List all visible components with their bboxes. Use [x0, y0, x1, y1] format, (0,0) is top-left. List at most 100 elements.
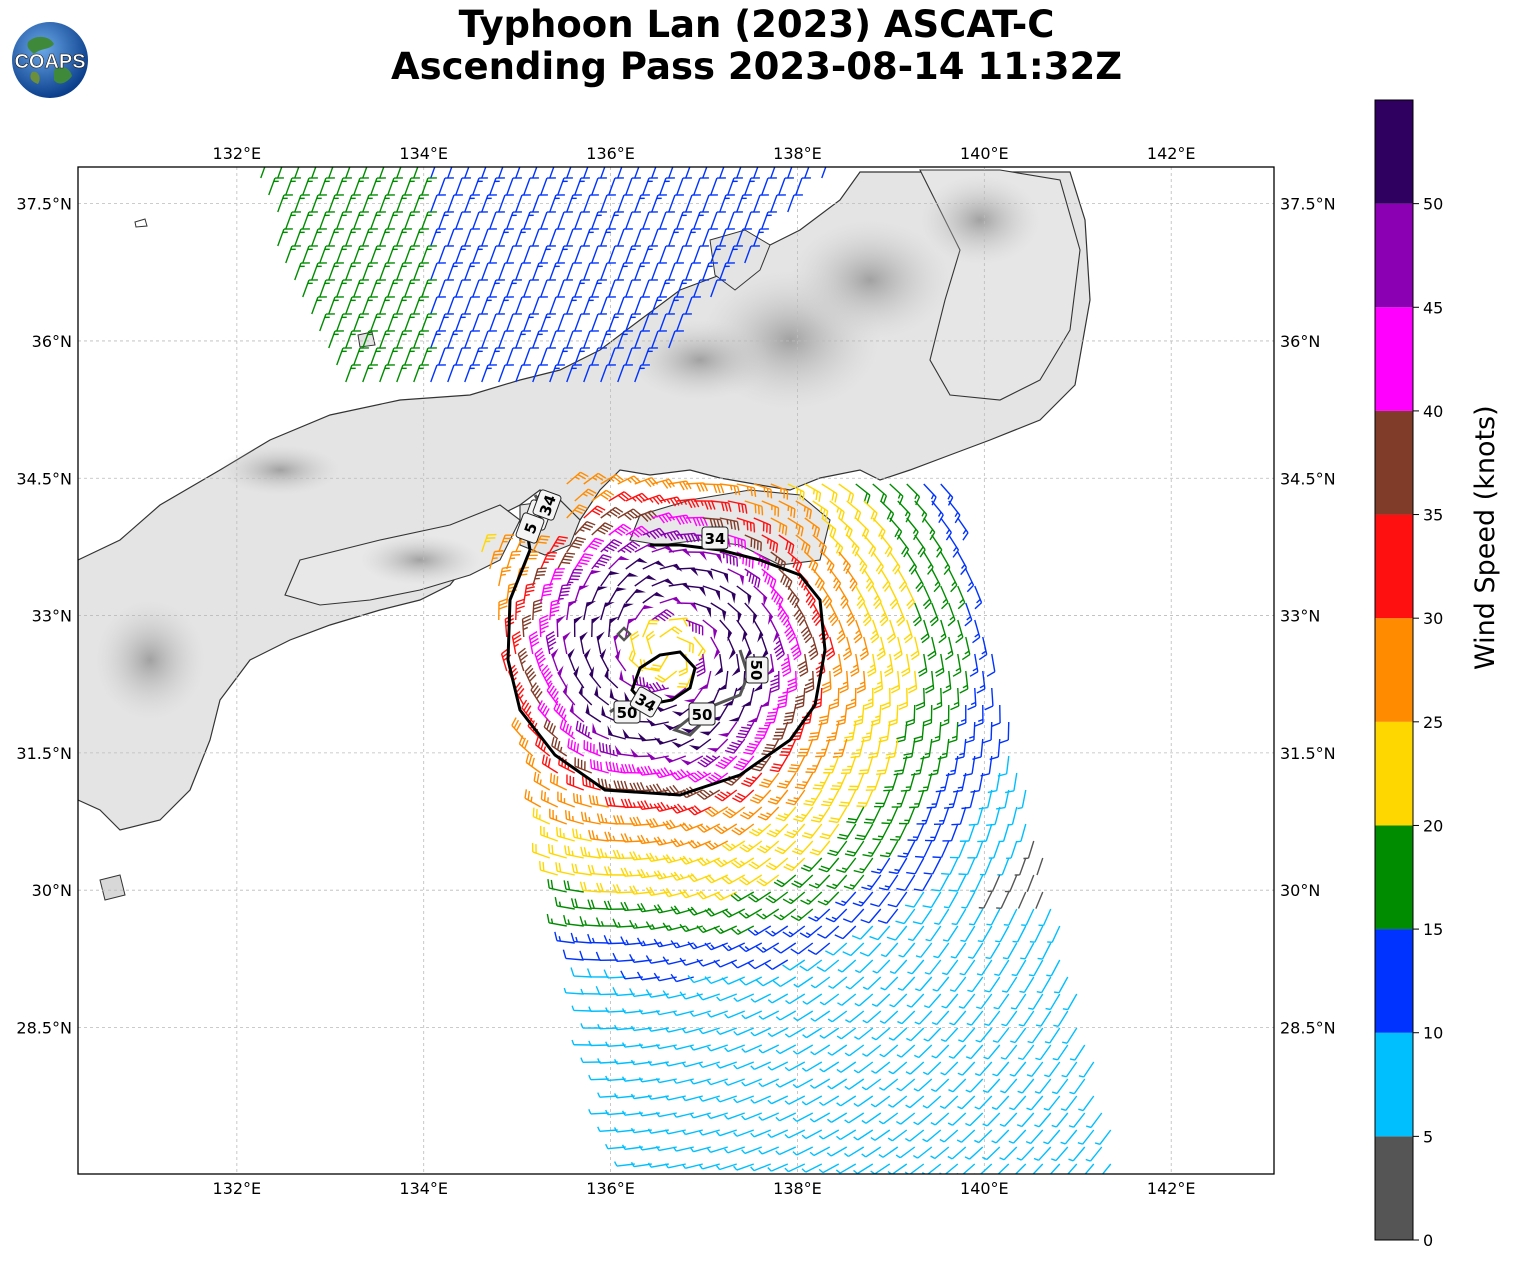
wind-barb — [702, 167, 708, 179]
wind-barb — [676, 567, 699, 577]
wind-barb — [634, 194, 650, 213]
wind-barb — [540, 347, 556, 366]
wind-barb — [910, 636, 920, 661]
wind-barb — [613, 1127, 635, 1133]
wind-barb — [553, 700, 568, 723]
wind-barb — [801, 1061, 823, 1072]
wind-barb — [797, 738, 814, 757]
wind-barb — [693, 245, 709, 264]
wind-barb — [872, 823, 891, 841]
wind-barb — [707, 1010, 729, 1018]
wind-barb — [900, 772, 916, 792]
wind-barb — [818, 857, 840, 873]
wind-barb — [974, 704, 984, 727]
wind-barb — [924, 823, 942, 842]
wind-barb — [844, 1078, 865, 1090]
wind-barb — [918, 653, 928, 677]
wind-barb — [612, 849, 635, 860]
wind-barb — [489, 313, 505, 332]
wind-barb — [809, 1146, 831, 1157]
wind-barb — [912, 908, 933, 925]
wind-barb — [1008, 1129, 1027, 1144]
wind-barb — [817, 891, 840, 906]
wind-barb — [604, 831, 626, 842]
wind-barb — [925, 925, 942, 942]
wind-barb — [957, 585, 966, 610]
wind-barb — [704, 976, 729, 985]
wind-barb — [942, 959, 959, 976]
wind-barb — [591, 279, 607, 298]
lat-tick-label-left: 30°N — [32, 881, 72, 900]
wind-barb — [739, 840, 763, 853]
wind-barb — [541, 754, 559, 774]
wind-barb — [551, 737, 568, 757]
wind-barb — [591, 313, 607, 332]
wind-barb — [829, 568, 842, 592]
wind-barb — [370, 347, 386, 366]
wind-barb — [794, 687, 806, 710]
wind-barb — [819, 993, 840, 1006]
wind-barb — [719, 551, 739, 567]
colorbar-bin — [1375, 100, 1413, 204]
wind-barb — [827, 1112, 848, 1123]
wind-barb — [557, 791, 576, 808]
wind-barb — [710, 602, 727, 622]
wind-barb — [765, 891, 789, 904]
wind-barb — [625, 557, 648, 570]
wind-barb — [739, 874, 763, 886]
wind-barb — [681, 1095, 703, 1102]
wind-barb — [923, 551, 934, 575]
wind-barb — [736, 517, 756, 533]
wind-barb — [607, 725, 626, 740]
wind-barb — [608, 211, 624, 230]
wind-barb — [625, 492, 650, 504]
wind-barb — [1049, 1163, 1061, 1174]
wind-barb — [965, 721, 976, 744]
wind-barb — [965, 1078, 984, 1093]
wind-barb — [948, 1044, 967, 1059]
wind-barb — [413, 194, 429, 213]
wind-barb — [761, 500, 780, 517]
wind-barb — [521, 614, 532, 638]
wind-barb — [562, 631, 571, 655]
wind-barb — [948, 1078, 967, 1093]
contour-label: 34 — [532, 489, 562, 521]
wind-barb — [991, 1129, 1010, 1144]
wind-barb — [787, 483, 805, 501]
wind-barb — [455, 279, 471, 298]
wind-barb — [319, 245, 335, 264]
wind-barb — [770, 483, 789, 500]
wind-barb — [864, 687, 874, 710]
wind-barb — [828, 976, 848, 989]
wind-barb — [698, 1129, 720, 1136]
wind-barb — [984, 687, 994, 711]
wind-barb — [770, 167, 776, 179]
wind-barb — [489, 177, 505, 196]
wind-barb — [880, 942, 899, 958]
wind-barb — [396, 167, 402, 179]
wind-barb — [540, 664, 553, 689]
wind-barb — [761, 602, 774, 625]
wind-barb — [790, 636, 802, 661]
wind-barb — [676, 602, 698, 613]
wind-barb — [810, 1044, 831, 1056]
wind-barb — [817, 925, 840, 939]
wind-barb — [924, 959, 942, 975]
wind-barb — [634, 167, 640, 179]
wind-barb — [859, 942, 882, 957]
wind-barb — [940, 483, 954, 506]
wind-barb — [765, 857, 789, 871]
wind-barb — [930, 1078, 950, 1093]
colorbar-frame — [1374, 99, 1414, 1241]
wind-barb — [579, 950, 601, 961]
wind-barb — [958, 1027, 976, 1043]
wind-barb — [702, 619, 718, 640]
wind-barb — [617, 228, 633, 247]
wind-barb — [846, 534, 860, 557]
wind-barb — [871, 993, 891, 1007]
wind-barb — [710, 568, 729, 584]
wind-barb — [574, 585, 590, 604]
contour-labels: 34506434505034505 — [515, 489, 769, 726]
wind-barb — [311, 167, 317, 179]
wind-barb — [532, 807, 551, 825]
